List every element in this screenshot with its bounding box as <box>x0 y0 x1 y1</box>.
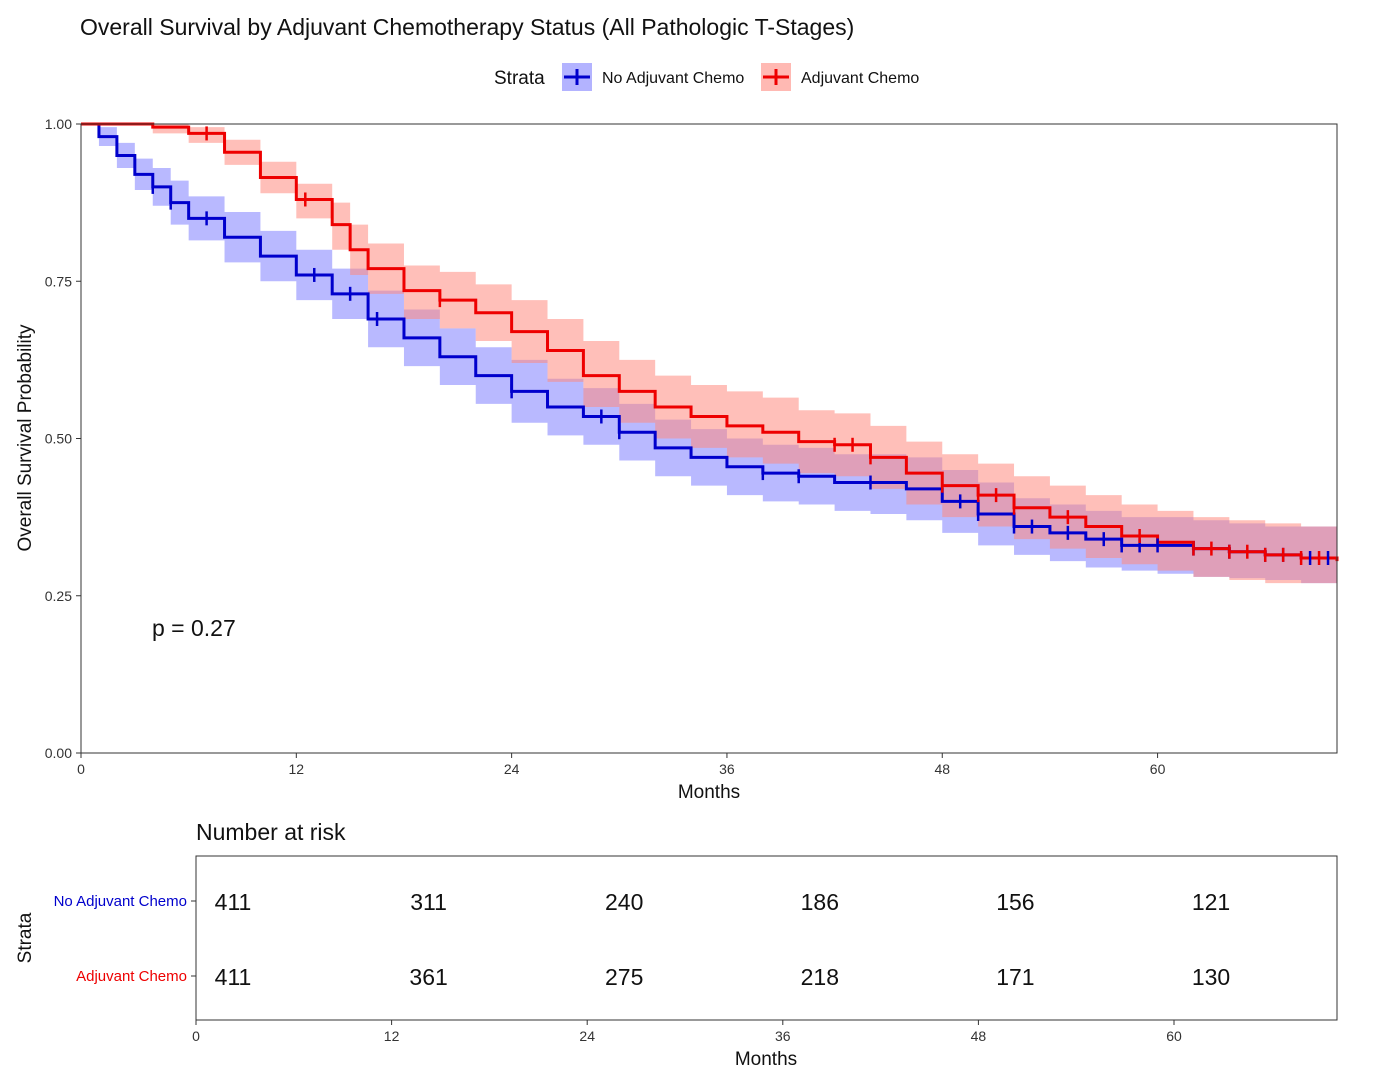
legend-item-no-adjuvant: No Adjuvant Chemo <box>562 63 744 91</box>
survival-curves <box>81 122 1339 562</box>
x-tick-label: 48 <box>934 761 950 777</box>
risk-count-adjuvant-0: 411 <box>215 964 252 990</box>
risk-count-adjuvant-5: 130 <box>1192 964 1230 990</box>
risk-count-adjuvant-3: 218 <box>801 964 839 990</box>
confidence-bands <box>81 124 1337 587</box>
risk-count-no-adjuvant-5: 121 <box>1192 889 1230 915</box>
ci-band-adjuvant <box>81 124 1337 587</box>
risk-x-tick-label: 0 <box>192 1028 200 1044</box>
risk-count-adjuvant-1: 361 <box>409 964 447 990</box>
risk-count-no-adjuvant-2: 240 <box>605 889 643 915</box>
y-axis-ticks: 0.00 0.25 0.50 0.75 1.00 <box>45 116 81 761</box>
y-tick-label: 0.75 <box>45 273 72 289</box>
x-tick-label: 0 <box>77 761 85 777</box>
x-axis-ticks: 0 12 24 36 48 60 <box>77 753 1166 777</box>
legend: Strata No Adjuvant Chemo Adjuvant Chemo <box>494 63 919 91</box>
survival-curve-no-adjuvant <box>81 122 1337 560</box>
risk-row-label-no-adjuvant: No Adjuvant Chemo <box>54 893 187 910</box>
y-tick-label: 0.25 <box>45 588 72 604</box>
risk-count-adjuvant-2: 275 <box>605 964 643 990</box>
risk-table-rows: No Adjuvant Chemo 411 311 240 186 156 121 Adjuv… <box>54 889 1231 990</box>
risk-table: Number at risk No Adjuvant Chemo 411 311 24… <box>54 819 1338 1044</box>
legend-item-adjuvant: Adjuvant Chemo <box>761 63 919 91</box>
censor-marks <box>151 126 1330 566</box>
risk-count-no-adjuvant-1: 311 <box>410 889 447 915</box>
risk-count-no-adjuvant-0: 411 <box>215 889 252 915</box>
legend-title: Strata <box>494 68 545 89</box>
legend-label-adjuvant: Adjuvant Chemo <box>801 70 919 87</box>
risk-table-title: Number at risk <box>196 819 346 845</box>
chart-title: Overall Survival by Adjuvant Chemotherap… <box>80 14 854 40</box>
y-tick-label: 0.00 <box>45 745 72 761</box>
risk-x-tick-label: 24 <box>579 1028 595 1044</box>
risk-x-axis-title: Months <box>735 1049 797 1070</box>
p-value-annotation: p = 0.27 <box>152 615 236 641</box>
y-axis-title: Overall Survival Probability <box>15 324 36 552</box>
risk-count-no-adjuvant-3: 186 <box>801 889 839 915</box>
y-tick-label: 0.50 <box>45 431 72 447</box>
x-tick-label: 60 <box>1150 761 1166 777</box>
x-tick-label: 12 <box>289 761 305 777</box>
survival-curve-adjuvant <box>81 122 1339 562</box>
risk-x-tick-label: 60 <box>1166 1028 1182 1044</box>
risk-x-tick-label: 36 <box>775 1028 791 1044</box>
survival-plot: 0.00 0.25 0.50 0.75 1.00 0 12 24 36 48 60 <box>45 116 1339 777</box>
risk-count-no-adjuvant-4: 156 <box>996 889 1034 915</box>
y-tick-label: 1.00 <box>45 116 72 132</box>
risk-x-tick-label: 48 <box>971 1028 987 1044</box>
risk-y-axis-title: Strata <box>15 912 36 963</box>
risk-row-label-adjuvant: Adjuvant Chemo <box>76 968 187 985</box>
legend-label-no-adjuvant: No Adjuvant Chemo <box>602 70 744 87</box>
risk-table-frame <box>195 855 1338 1021</box>
x-axis-title: Months <box>678 782 740 803</box>
risk-count-adjuvant-4: 171 <box>996 964 1034 990</box>
risk-x-tick-label: 12 <box>384 1028 400 1044</box>
risk-x-axis-ticks: 0 12 24 36 48 60 <box>192 1020 1182 1044</box>
x-tick-label: 36 <box>719 761 735 777</box>
x-tick-label: 24 <box>504 761 520 777</box>
